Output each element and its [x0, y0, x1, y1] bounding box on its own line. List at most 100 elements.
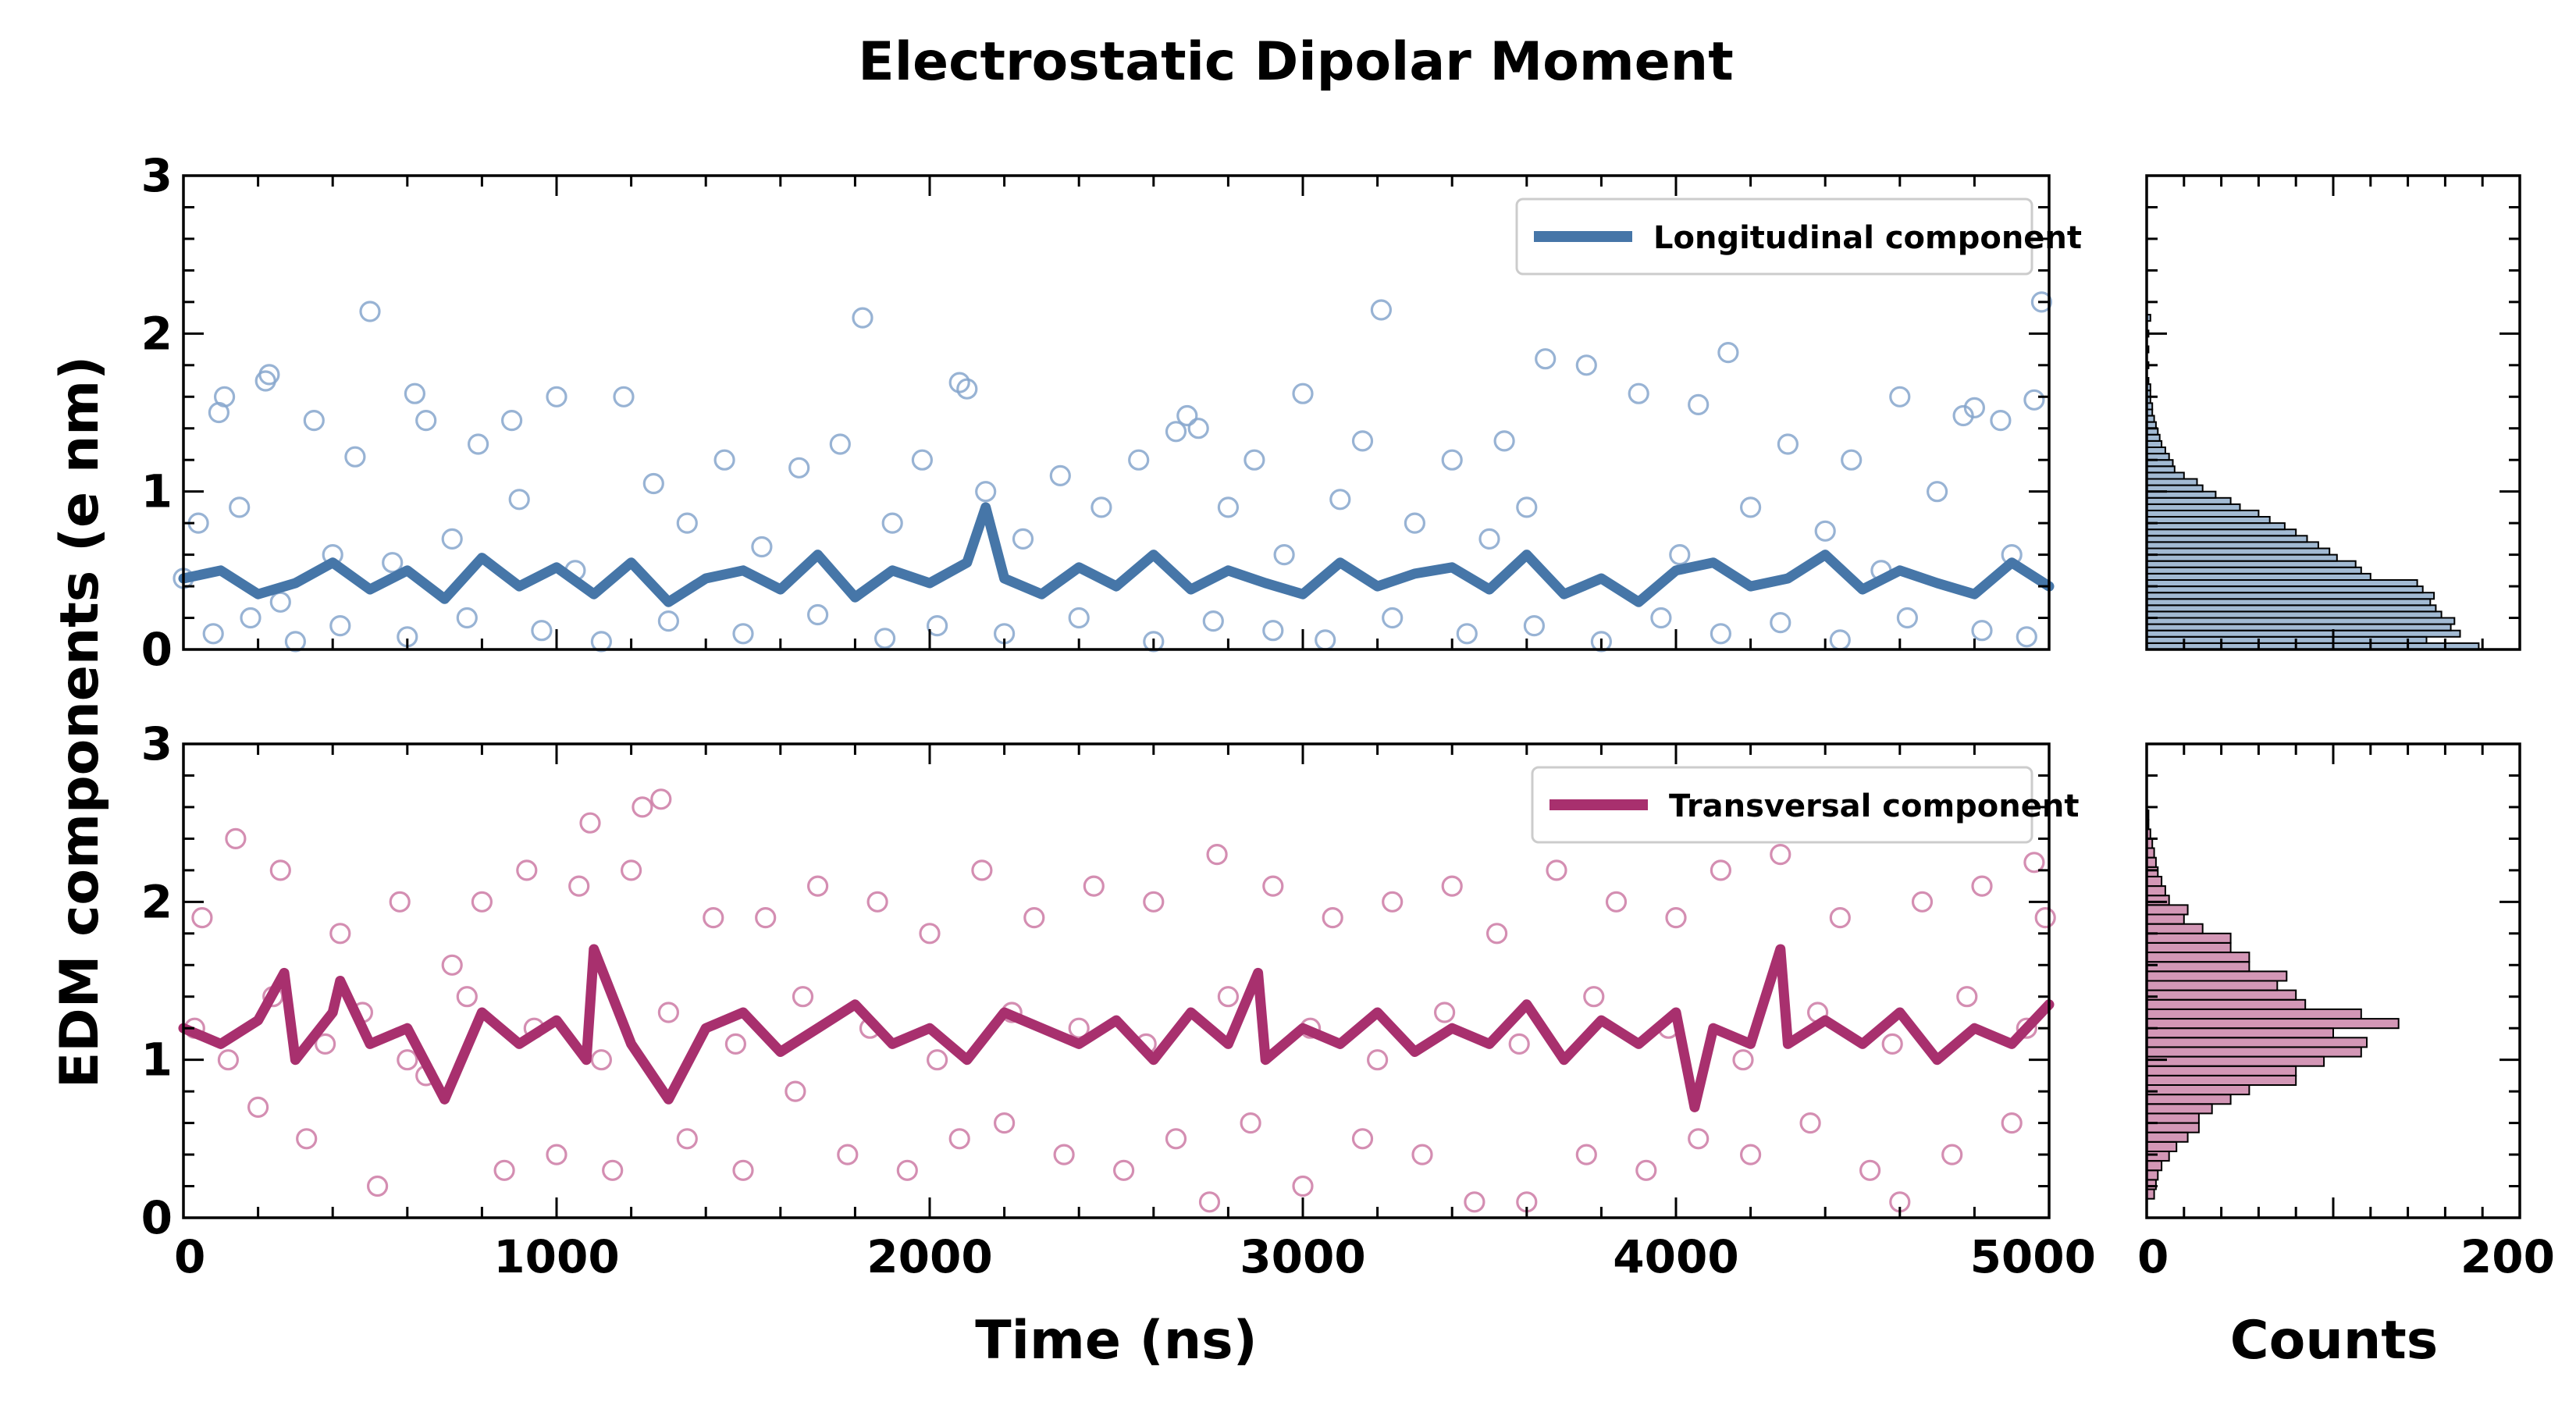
scatter-point: [806, 603, 829, 626]
legend: Longitudinal component: [1515, 197, 2082, 276]
legend-box: [1515, 197, 2033, 276]
main-axes-frame: [182, 742, 2051, 1219]
x-tick-label: 3000: [1240, 1230, 1365, 1283]
histogram-bar: [2146, 1055, 2325, 1067]
scatter-point: [919, 923, 941, 945]
histogram-bar: [2146, 866, 2159, 877]
scatter-point: [650, 788, 672, 810]
scatter-point: [1740, 1144, 1762, 1165]
scatter-point: [2016, 1017, 2037, 1039]
scatter-point: [456, 607, 478, 629]
y-tick-label: 2: [141, 875, 173, 928]
histogram-bar: [2146, 1018, 2400, 1030]
histogram-bar: [2146, 913, 2185, 925]
running-mean-line: [178, 944, 2055, 1112]
scatter-point: [829, 433, 851, 455]
scatter-point: [471, 891, 493, 913]
scatter-point: [620, 859, 642, 881]
scatter-point: [1952, 404, 1974, 427]
scatter-point: [2030, 291, 2052, 313]
histogram-bar: [2146, 509, 2260, 518]
scatter-point: [1053, 1144, 1075, 1165]
histogram-bar: [2146, 1112, 2200, 1124]
histogram-bar: [2146, 433, 2161, 442]
scatter-point: [2016, 626, 2037, 648]
histogram-bar: [2146, 496, 2232, 505]
scatter-point: [202, 623, 224, 645]
scatter-point: [1083, 875, 1105, 897]
scatter-point: [948, 1128, 970, 1150]
histogram-bar: [2146, 503, 2241, 512]
scatter-point: [456, 986, 478, 1008]
scatter-point: [1605, 891, 1628, 913]
histogram-bar: [2146, 560, 2357, 568]
scatter-point: [1244, 449, 1265, 471]
scatter-point: [329, 614, 351, 637]
scatter-point: [389, 891, 411, 913]
scatter-point: [1956, 986, 1978, 1008]
histogram-bar: [2146, 516, 2271, 525]
x-axis-label: Time (ns): [975, 1310, 1257, 1372]
legend-label: Transversal component: [1669, 788, 2079, 824]
histogram-bar: [2146, 547, 2331, 556]
scatter-point: [1710, 859, 1731, 881]
scatter-point: [467, 433, 489, 455]
scatter-point: [284, 631, 306, 653]
scatter-point: [1262, 875, 1284, 897]
scatter-point: [1990, 409, 2012, 432]
scatter-point: [1665, 906, 1687, 929]
histogram-bar: [2146, 1027, 2334, 1039]
scatter-point: [1669, 543, 1691, 566]
histogram-bar: [2146, 1008, 2362, 1020]
scatter-point: [1770, 611, 1791, 634]
histogram-bar: [2146, 895, 2170, 906]
scatter-point: [1971, 875, 1993, 897]
scatter-point: [1590, 631, 1612, 653]
histogram-bar: [2146, 856, 2157, 868]
scatter-point: [971, 859, 993, 881]
scatter-point: [590, 1049, 613, 1071]
scatter-point: [1814, 520, 1836, 542]
histogram-bar: [2146, 553, 2338, 562]
histogram-bar: [2146, 1131, 2189, 1143]
scatter-point: [1881, 1033, 1903, 1055]
scatter-point: [1799, 1112, 1821, 1134]
scatter-point: [441, 528, 463, 550]
scatter-point: [1143, 891, 1165, 913]
y-tick-label: 3: [141, 717, 173, 770]
scatter-point: [1829, 906, 1851, 929]
histogram-bar: [2146, 1074, 2297, 1087]
scatter-point: [191, 906, 213, 929]
histogram-bar: [2146, 970, 2288, 982]
scatter-point: [975, 481, 997, 503]
scatter-point: [1841, 449, 1863, 471]
histogram-bar: [2146, 1122, 2200, 1133]
histogram-bar: [2146, 1046, 2362, 1058]
scatter-point: [1370, 299, 1393, 321]
scatter-point: [1351, 430, 1374, 452]
histogram-bar: [2146, 604, 2437, 613]
x-tick-label: 2000: [866, 1230, 992, 1283]
scatter-point: [1206, 843, 1228, 866]
histogram-bar: [2146, 572, 2371, 582]
scatter-point: [703, 906, 724, 929]
histogram-bar: [2146, 541, 2319, 550]
scatter-point: [1740, 496, 1762, 518]
histogram-bar: [2146, 566, 2362, 575]
scatter-point: [1240, 1112, 1261, 1134]
histogram-bar: [2146, 478, 2198, 486]
scatter-point: [785, 1080, 806, 1102]
hist-x-axis-label: Counts: [2230, 1310, 2438, 1372]
scatter-point: [1217, 986, 1240, 1008]
scatter-point: [1927, 481, 1948, 503]
scatter-point: [1628, 382, 1649, 404]
scatter-point: [1583, 986, 1605, 1008]
scatter-point: [1198, 1191, 1221, 1213]
scatter-point: [1433, 1002, 1456, 1023]
scatter-point: [1710, 623, 1731, 645]
scatter-point: [1068, 607, 1090, 629]
histogram-bar: [2146, 623, 2452, 632]
scatter-point: [546, 1144, 568, 1165]
scatter-point: [837, 1144, 859, 1165]
